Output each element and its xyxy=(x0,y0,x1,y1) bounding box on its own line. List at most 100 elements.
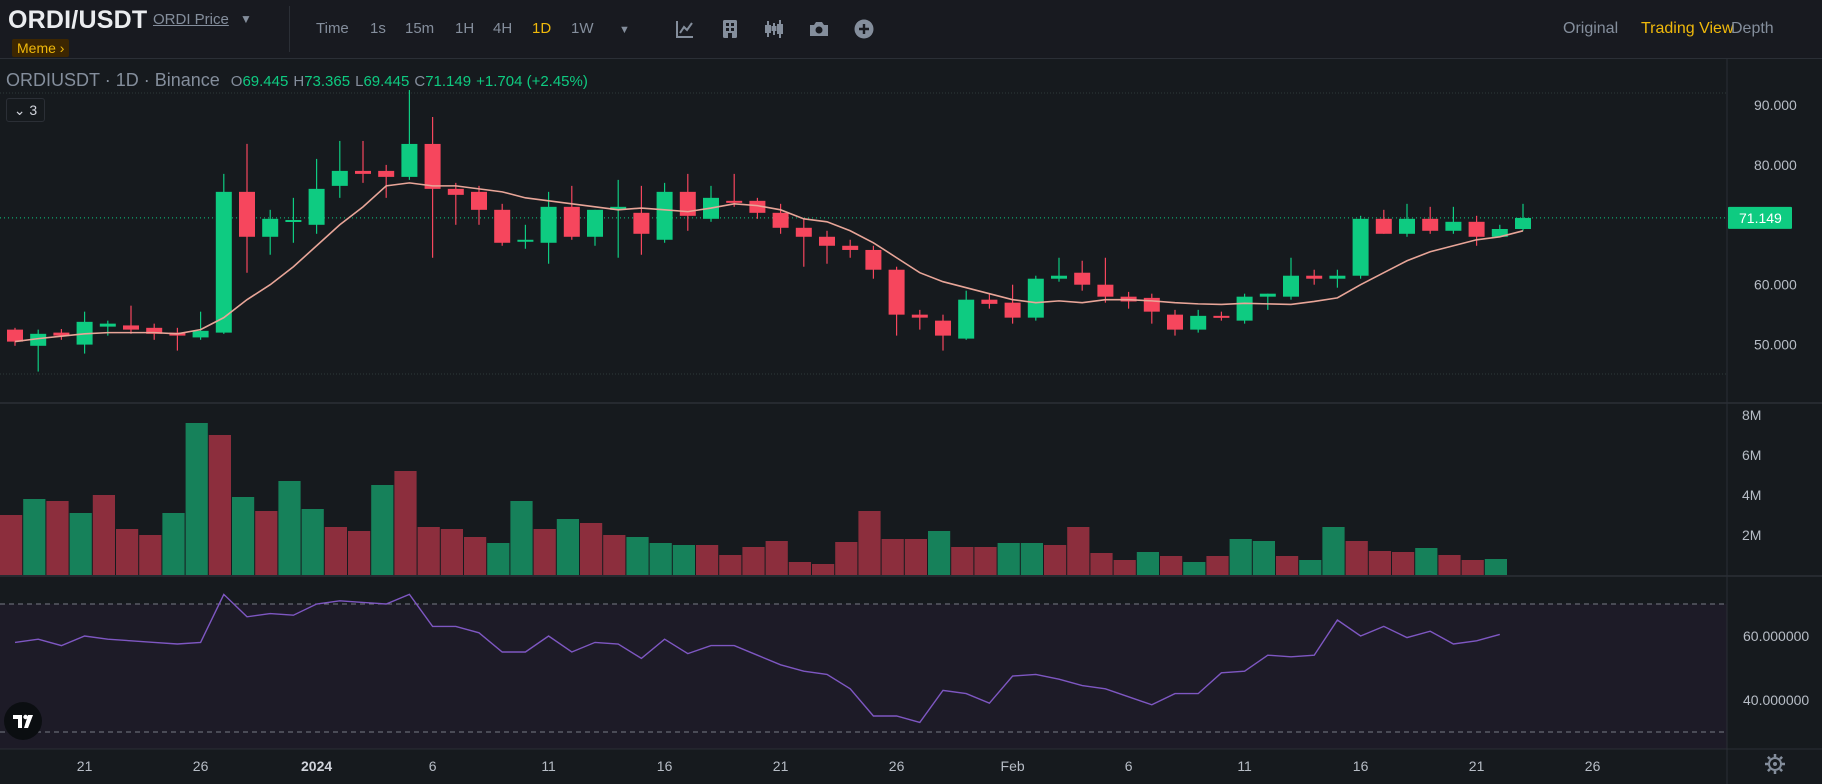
indicator-icon[interactable] xyxy=(674,18,696,40)
volume-tick-label: 8M xyxy=(1742,407,1761,423)
time-tick-label: 16 xyxy=(657,758,673,774)
rsi-tick-label: 40.000000 xyxy=(1743,692,1809,708)
rsi-pane-background xyxy=(0,604,1727,749)
candle-body xyxy=(1213,315,1230,318)
candle-body xyxy=(610,206,627,210)
candle-body xyxy=(1375,218,1392,234)
volume-bar xyxy=(1392,552,1415,575)
timeframe-more-chevron-icon[interactable]: ▼ xyxy=(619,24,630,36)
volume-bar xyxy=(232,497,255,575)
timeframe-1d[interactable]: 1D xyxy=(532,20,552,37)
volume-bar xyxy=(858,511,881,575)
volume-bar xyxy=(417,527,440,575)
timeframe-15m[interactable]: 15m xyxy=(405,20,435,37)
time-tick-label: 16 xyxy=(1353,758,1369,774)
candle-body xyxy=(1399,218,1415,234)
time-tick-label: 26 xyxy=(1585,758,1601,774)
candle-body xyxy=(517,239,534,242)
volume-bar xyxy=(904,539,927,575)
candle-body xyxy=(1027,278,1044,318)
candle-body xyxy=(7,329,23,342)
volume-bar xyxy=(1484,559,1507,575)
volume-bar xyxy=(951,547,974,575)
rsi-series xyxy=(0,593,1727,733)
time-tick-label: 26 xyxy=(889,758,905,774)
volume-bar xyxy=(556,519,579,575)
tradingview-logo[interactable] xyxy=(4,702,42,740)
volume-bar xyxy=(324,527,347,575)
settings-gear-icon[interactable] xyxy=(1763,752,1787,776)
volume-bar xyxy=(1322,527,1345,575)
candles-icon[interactable] xyxy=(763,18,785,40)
moving-average-line xyxy=(14,182,1524,343)
low-value: 69.445 xyxy=(363,73,410,90)
volume-bar xyxy=(1299,560,1322,575)
volume-bar xyxy=(835,542,858,575)
candle-body xyxy=(1097,284,1114,297)
volume-bar xyxy=(69,513,92,575)
chevron-down-icon[interactable]: ▼ xyxy=(240,12,252,26)
candle-body xyxy=(215,191,232,333)
candle-body xyxy=(795,227,812,237)
legend-interval: 1D xyxy=(115,70,139,90)
chart-legend: ORDIUSDT · 1D · Binance O69.445 H73.365 … xyxy=(6,70,588,90)
view-original[interactable]: Original xyxy=(1563,20,1619,37)
candle-body xyxy=(53,332,70,336)
time-tick-label: 21 xyxy=(1469,758,1485,774)
low-label: L xyxy=(355,73,364,90)
collapse-indicators-button[interactable]: ⌄ 3 xyxy=(6,98,45,122)
moving-average-series xyxy=(14,182,1524,343)
open-value: 69.445 xyxy=(242,73,289,90)
volume-bar xyxy=(1090,553,1113,575)
view-depth[interactable]: Depth xyxy=(1731,20,1774,37)
chart-style-icon[interactable] xyxy=(719,18,741,40)
volume-bar xyxy=(626,537,649,575)
volume-bar xyxy=(533,529,556,575)
volume-bar xyxy=(1183,562,1206,575)
timeframe-1s[interactable]: 1s xyxy=(370,20,386,37)
price-link[interactable]: ORDI Price xyxy=(153,11,229,28)
candle-body xyxy=(563,206,580,237)
volume-bar xyxy=(139,535,162,575)
candle-body xyxy=(1468,221,1485,237)
candle-body xyxy=(1236,296,1253,321)
volume-bar xyxy=(487,543,510,575)
candle-body xyxy=(1004,302,1021,318)
camera-icon[interactable] xyxy=(808,18,830,40)
timeframe-1w[interactable]: 1W xyxy=(571,20,594,37)
timeframe-4h[interactable]: 4H xyxy=(493,20,513,37)
category-tag[interactable]: Meme › xyxy=(12,39,70,57)
candle-body xyxy=(99,323,116,327)
volume-bar xyxy=(185,423,208,575)
candle-body xyxy=(262,218,279,237)
pair-title: ORDI/USDT xyxy=(8,6,148,34)
candle-body xyxy=(447,188,464,195)
candle-body xyxy=(192,330,209,338)
candle-body xyxy=(1515,217,1531,229)
candle-body xyxy=(1051,275,1067,279)
volume-bar xyxy=(1438,555,1461,575)
grid xyxy=(0,59,1822,784)
last-price-label: 71.149 xyxy=(1739,210,1782,226)
volume-bar xyxy=(208,435,231,575)
volume-bar xyxy=(928,531,951,575)
timeframe-1h[interactable]: 1H xyxy=(455,20,475,37)
price-tick-label: 50.000 xyxy=(1754,337,1797,353)
candle-body xyxy=(378,170,395,177)
volume-bar xyxy=(696,545,719,575)
volume-bar xyxy=(580,523,603,575)
volume-bar xyxy=(278,481,301,575)
add-icon[interactable] xyxy=(853,18,875,40)
timeframe-time[interactable]: Time xyxy=(316,20,349,37)
candle-body xyxy=(424,143,441,189)
chart-canvas[interactable]: 90.000 80.000 60.000 50.000 71.149 8M 6M 4M 2M 60… xyxy=(0,59,1822,784)
volume-bar xyxy=(1345,541,1368,575)
candle-body xyxy=(355,170,371,174)
candle-body xyxy=(331,170,348,186)
volume-bar xyxy=(672,545,695,575)
view-trading-view[interactable]: Trading View xyxy=(1641,20,1734,37)
candle-body xyxy=(842,245,859,250)
volume-bar xyxy=(46,501,69,575)
close-label: C xyxy=(414,73,426,90)
price-tick-label: 80.000 xyxy=(1754,157,1797,173)
